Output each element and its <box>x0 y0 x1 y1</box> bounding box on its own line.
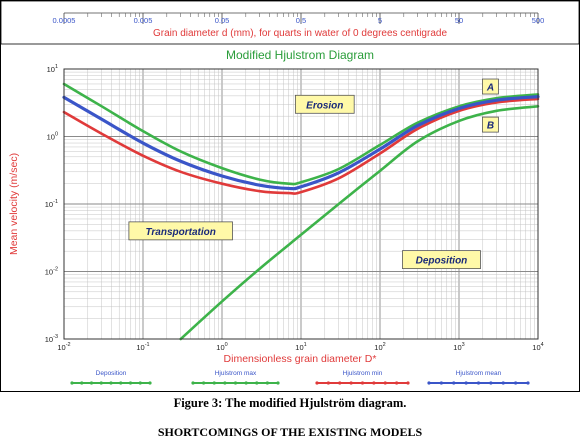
top-axis-tick-label: 0.5 <box>296 16 306 25</box>
legend-marker <box>452 381 456 385</box>
legend-entry-hjulstrom-max: Hjulstrom max <box>191 370 280 385</box>
region-label-text: Erosion <box>306 100 343 111</box>
plot-frame <box>63 68 539 340</box>
x-axis-label: Dimensionless grain diameter D* <box>224 353 377 365</box>
x-tick-label: 10-1 <box>136 342 149 352</box>
region-label-box <box>128 221 233 241</box>
y-tick-label: 100 <box>47 132 58 142</box>
legend-marker <box>89 381 94 385</box>
y-tick-label: 10-3 <box>45 334 58 344</box>
legend-marker <box>526 381 530 385</box>
legend-label: Hjulstrom mean <box>456 370 502 377</box>
top-axis-label: Grain diameter d (mm), for quarts in wat… <box>153 28 447 39</box>
region-label-box <box>294 94 355 114</box>
region-labels: Erosion Transportation Deposition A B <box>128 78 499 270</box>
chart-title: Modified Hjulstrom Diagram <box>226 48 374 62</box>
legend-marker <box>223 381 227 385</box>
legend-marker <box>128 381 133 385</box>
legend-label: Hjulstrom min <box>343 370 383 377</box>
top-axis-tick-label: 500 <box>532 16 545 25</box>
legend-marker <box>439 381 443 385</box>
legend-label: Hjulstrom max <box>215 370 257 377</box>
legend-entry-hjulstrom-min: Hjulstrom min <box>315 370 410 385</box>
legend-marker <box>315 381 319 385</box>
legend-marker <box>138 381 142 385</box>
top-axis-tick-label: 5 <box>378 16 382 25</box>
hjulstrom-chart: 0.0005 0.005 0.05 0.5 5 50 500 Grain diameter … <box>0 0 580 392</box>
legend-marker <box>202 381 206 385</box>
top-axis-tick-label: 0.005 <box>134 16 153 25</box>
x-tick-label: 104 <box>532 342 543 352</box>
figure-caption: Figure 3: The modified Hjulström diagram… <box>173 396 407 410</box>
series-line-hjulstrom-mean <box>62 95 540 191</box>
legend-marker <box>326 381 330 385</box>
series-line-deposition <box>179 105 540 341</box>
legend-marker <box>80 381 84 385</box>
region-label-text: Deposition <box>416 256 468 267</box>
plot-grid <box>63 69 538 340</box>
y-tick-label: 10-2 <box>45 267 58 277</box>
region-label-text: Transportation <box>145 227 215 238</box>
legend-marker <box>148 381 152 385</box>
tick-labels: 10-2 10-1 100 101 102 103 10410-310-210-110010… <box>45 64 544 352</box>
region-label-text: B <box>487 121 494 132</box>
region-label-box <box>402 250 481 270</box>
top-axis-band <box>0 0 580 45</box>
region-label-deposition: Deposition <box>402 250 481 270</box>
legend-marker <box>349 381 353 385</box>
top-axis: 0.0005 0.005 0.05 0.5 5 50 500 <box>53 12 545 25</box>
x-tick-label: 101 <box>295 342 306 352</box>
y-axis-label: Mean velocity (m/sec) <box>8 153 20 255</box>
region-label-box <box>482 78 499 95</box>
series-layer <box>62 82 540 341</box>
region-label-a: A <box>482 78 499 95</box>
x-tick-label: 102 <box>374 342 385 352</box>
legend-marker <box>514 381 518 385</box>
legend-marker <box>489 381 493 385</box>
y-tick-label: 10-1 <box>45 199 58 209</box>
legend-marker <box>338 381 342 385</box>
series-line-hjulstrom-max <box>62 82 540 186</box>
top-axis-tick-label: 50 <box>455 16 463 25</box>
next-section-heading: SHORTCOMINGS OF THE EXISTING MODELS <box>157 425 423 439</box>
series-line-hjulstrom-min <box>62 97 540 195</box>
legend-marker <box>99 381 103 385</box>
y-tick-label: 101 <box>47 64 58 74</box>
legend-marker <box>255 381 259 385</box>
legend-marker <box>119 381 123 385</box>
legend-marker <box>265 381 269 385</box>
region-label-b: B <box>482 116 499 133</box>
legend-marker <box>395 381 399 385</box>
legend-marker <box>212 381 216 385</box>
legend-marker <box>191 381 195 385</box>
legend-marker <box>360 381 365 385</box>
legend-marker <box>383 381 387 385</box>
legend-marker <box>276 381 280 385</box>
region-label-transportation: Transportation <box>128 221 233 241</box>
legend-entry-deposition: Deposition <box>70 370 152 385</box>
legend: Deposition Hjulstrom max Hjulstrom min Hjul… <box>70 370 530 385</box>
top-axis-tick-label: 0.0005 <box>53 16 76 25</box>
region-label-erosion: Erosion <box>294 94 355 114</box>
region-label-box <box>482 116 499 133</box>
legend-marker <box>244 381 248 385</box>
legend-marker <box>109 381 113 385</box>
legend-marker <box>427 381 431 385</box>
legend-marker <box>372 381 376 385</box>
legend-marker <box>406 381 410 385</box>
x-tick-label: 103 <box>453 342 464 352</box>
x-tick-label: 100 <box>216 342 227 352</box>
legend-label: Deposition <box>96 370 127 377</box>
x-tick-label: 10-2 <box>57 342 70 352</box>
top-axis-tick-label: 0.05 <box>215 16 230 25</box>
legend-entry-hjulstrom-mean: Hjulstrom mean <box>427 370 530 385</box>
legend-marker <box>70 381 74 385</box>
legend-marker <box>233 381 238 385</box>
region-label-text: A <box>486 83 494 94</box>
legend-marker <box>464 381 468 385</box>
legend-marker <box>501 381 505 385</box>
legend-marker <box>476 381 481 385</box>
